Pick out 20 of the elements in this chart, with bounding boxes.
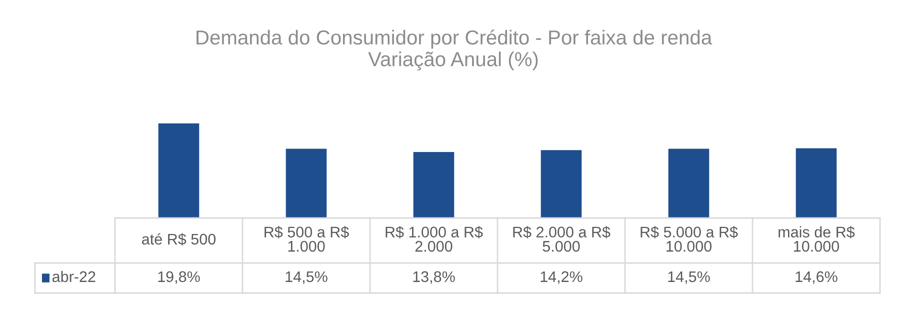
data-label: 14,5% bbox=[668, 271, 710, 284]
data-label: 14,6% bbox=[796, 271, 838, 284]
bar bbox=[413, 152, 454, 218]
x-tick-label: R$ 500 a R$ 1.000 bbox=[264, 226, 349, 252]
data-label: 14,5% bbox=[286, 271, 328, 284]
data-label: 19,8% bbox=[158, 271, 200, 284]
legend-label: abr-22 bbox=[52, 270, 96, 282]
bar bbox=[158, 123, 200, 218]
x-tick-label: mais de R$ 10.000 bbox=[778, 226, 855, 252]
bar bbox=[796, 148, 837, 218]
x-tick-label: R$ 5.000 a R$ 10.000 bbox=[640, 226, 738, 252]
x-tick-label: até R$ 500 bbox=[142, 233, 216, 246]
bar bbox=[540, 150, 582, 218]
x-tick-label: R$ 2.000 a R$ 5.000 bbox=[513, 226, 610, 252]
data-label: 14,2% bbox=[540, 271, 582, 284]
bar bbox=[668, 148, 710, 218]
bar bbox=[286, 148, 327, 218]
x-tick-label: R$ 1.000 a R$ 2.000 bbox=[386, 226, 483, 252]
data-label: 13,8% bbox=[413, 271, 455, 284]
chart-title: Demanda do Consumidor por Crédito - Por faixa de renda Variação Anual (%) bbox=[196, 30, 712, 70]
